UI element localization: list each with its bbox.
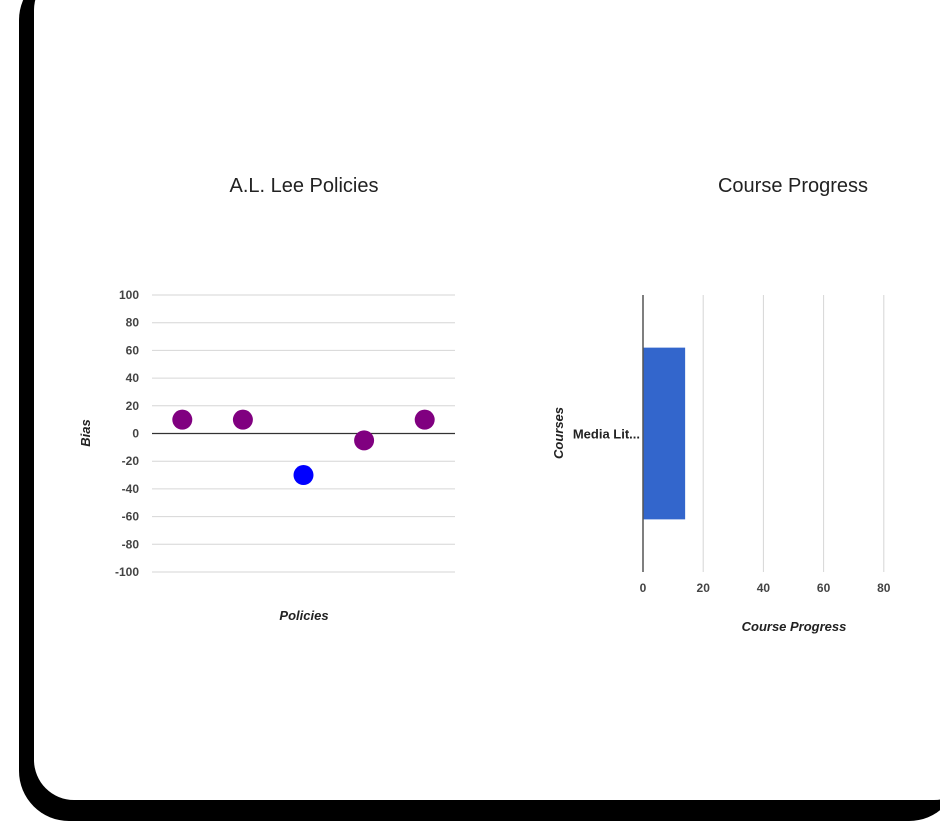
x-axis-label: Course Progress [742, 619, 847, 634]
dashboard-card [34, 0, 940, 800]
x-tick-label: 80 [877, 581, 891, 595]
category-label: Media Lit... [573, 427, 640, 442]
data-point[interactable] [172, 409, 193, 430]
y-tick-label: -20 [122, 454, 140, 468]
bar[interactable] [643, 347, 686, 520]
data-point[interactable] [232, 409, 253, 430]
data-point[interactable] [354, 430, 375, 451]
bar-title: Course Progress [718, 175, 868, 197]
scatter-title: A.L. Lee Policies [230, 175, 379, 197]
x-tick-label: 40 [757, 581, 771, 595]
y-tick-label: 80 [126, 316, 140, 330]
y-tick-label: -100 [115, 565, 139, 579]
y-axis-label: Bias [78, 419, 93, 446]
y-axis-label: Courses [551, 407, 566, 459]
y-tick-label: 20 [126, 399, 140, 413]
y-tick-label: 40 [126, 371, 140, 385]
scatter-chart-policies: A.L. Lee Policies 100 80 60 40 20 0 -20 -40 -60 -8… [78, 175, 455, 623]
y-tick-label: 0 [132, 427, 139, 441]
x-tick-label: 60 [817, 581, 831, 595]
y-tick-label: 60 [126, 343, 140, 357]
data-point[interactable] [293, 465, 314, 486]
bar-chart-course-progress: Course Progress 0 20 40 60 80 Media Lit... Cour… [551, 175, 891, 634]
y-tick-label: -60 [122, 510, 140, 524]
y-tick-label: 100 [119, 288, 139, 302]
x-axis-label: Policies [279, 608, 328, 623]
x-tick-label: 20 [697, 581, 711, 595]
data-point[interactable] [414, 409, 435, 430]
x-tick-label: 0 [640, 581, 647, 595]
y-tick-label: -80 [122, 537, 140, 551]
y-tick-label: -40 [122, 482, 140, 496]
